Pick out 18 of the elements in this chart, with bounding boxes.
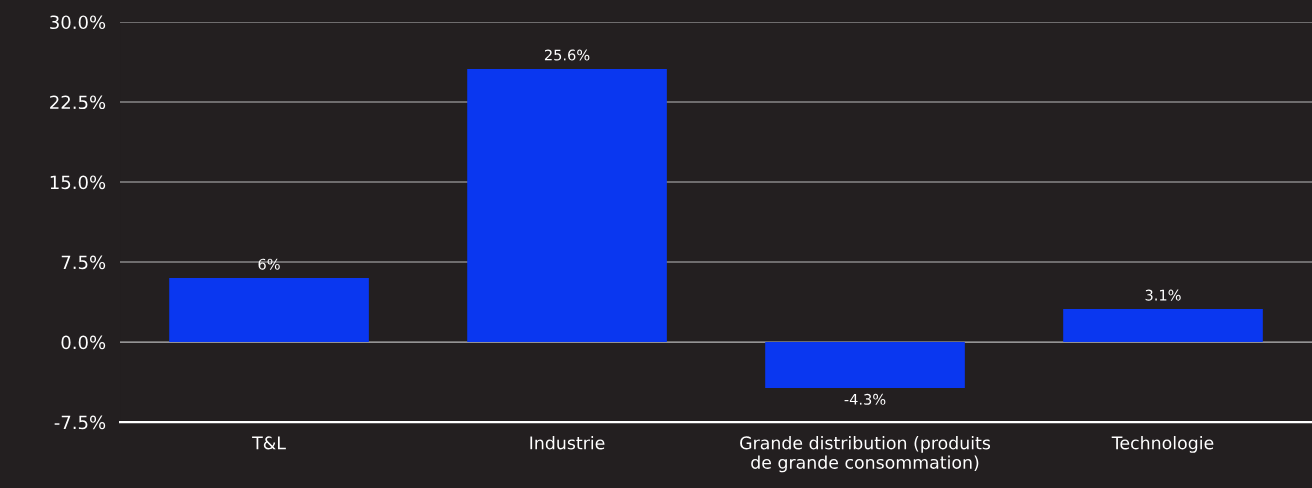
x-tick-label: Industrie bbox=[530, 436, 605, 450]
x-tick-label: T&L bbox=[252, 436, 286, 450]
y-tick-label: 15.0% bbox=[50, 175, 106, 190]
bar bbox=[765, 342, 965, 388]
y-tick-label: -7.5% bbox=[54, 415, 106, 430]
bar bbox=[1063, 309, 1263, 343]
bar bbox=[467, 68, 667, 343]
data-label: 6% bbox=[258, 258, 280, 270]
y-tick-label: 30.0% bbox=[50, 15, 106, 30]
x-tick-label: Technologie bbox=[1111, 436, 1214, 453]
x-tick-label: Grande distribution (produits de grande consommation) bbox=[740, 436, 991, 473]
y-tick-label: 7.5% bbox=[61, 255, 106, 270]
y-tick-label: 0.0% bbox=[61, 335, 106, 350]
bar bbox=[169, 278, 369, 343]
data-label: 3.1% bbox=[1145, 289, 1181, 301]
y-tick-label: 22.5% bbox=[50, 95, 106, 110]
data-label: 25.6% bbox=[544, 49, 590, 61]
data-label: -4.3% bbox=[844, 393, 886, 405]
